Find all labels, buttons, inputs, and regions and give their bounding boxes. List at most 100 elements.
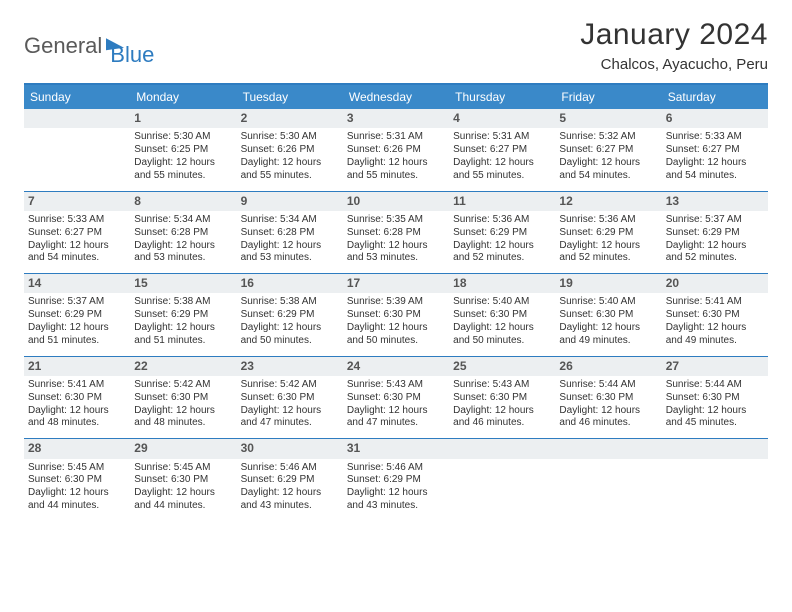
sunset-line: Sunset: 6:30 PM (134, 392, 232, 405)
dow-wednesday: Wednesday (343, 85, 449, 109)
day-cell: 31Sunrise: 5:46 AMSunset: 6:29 PMDayligh… (343, 439, 449, 521)
sunrise-line: Sunrise: 5:37 AM (28, 296, 126, 309)
sunrise-line: Sunrise: 5:39 AM (347, 296, 445, 309)
dow-saturday: Saturday (662, 85, 768, 109)
sunset-line: Sunset: 6:30 PM (559, 309, 657, 322)
sunset-line: Sunset: 6:28 PM (347, 227, 445, 240)
sunrise-line: Sunrise: 5:43 AM (453, 379, 551, 392)
dow-sunday: Sunday (24, 85, 130, 109)
logo: General Blue (24, 18, 154, 68)
sunset-line: Sunset: 6:29 PM (134, 309, 232, 322)
sunset-line: Sunset: 6:29 PM (453, 227, 551, 240)
day-number: 19 (555, 274, 661, 293)
day-number: 22 (130, 357, 236, 376)
header: General Blue January 2024 Chalcos, Ayacu… (24, 18, 768, 73)
day-blank (662, 439, 768, 521)
sunset-line: Sunset: 6:30 PM (559, 392, 657, 405)
logo-text-general: General (24, 33, 102, 59)
sunrise-line: Sunrise: 5:37 AM (666, 214, 764, 227)
sunrise-line: Sunrise: 5:30 AM (241, 131, 339, 144)
day-number: 9 (237, 192, 343, 211)
sunset-line: Sunset: 6:28 PM (241, 227, 339, 240)
day-cell: 1Sunrise: 5:30 AMSunset: 6:25 PMDaylight… (130, 109, 236, 191)
day-cell: 18Sunrise: 5:40 AMSunset: 6:30 PMDayligh… (449, 274, 555, 356)
day-number: 7 (24, 192, 130, 211)
sunset-line: Sunset: 6:30 PM (28, 474, 126, 487)
day-cell: 3Sunrise: 5:31 AMSunset: 6:26 PMDaylight… (343, 109, 449, 191)
day-number: 11 (449, 192, 555, 211)
day-number: 5 (555, 109, 661, 128)
day-number: 10 (343, 192, 449, 211)
day-cell: 14Sunrise: 5:37 AMSunset: 6:29 PMDayligh… (24, 274, 130, 356)
daylight-line: Daylight: 12 hours and 49 minutes. (666, 322, 764, 348)
day-cell: 22Sunrise: 5:42 AMSunset: 6:30 PMDayligh… (130, 357, 236, 439)
sunset-line: Sunset: 6:27 PM (28, 227, 126, 240)
day-number: 14 (24, 274, 130, 293)
sunset-line: Sunset: 6:29 PM (241, 474, 339, 487)
dow-friday: Friday (555, 85, 661, 109)
daylight-line: Daylight: 12 hours and 44 minutes. (134, 487, 232, 513)
day-cell: 5Sunrise: 5:32 AMSunset: 6:27 PMDaylight… (555, 109, 661, 191)
sunrise-line: Sunrise: 5:40 AM (453, 296, 551, 309)
sunset-line: Sunset: 6:26 PM (347, 144, 445, 157)
sunrise-line: Sunrise: 5:46 AM (347, 462, 445, 475)
sunrise-line: Sunrise: 5:44 AM (559, 379, 657, 392)
sunset-line: Sunset: 6:30 PM (347, 309, 445, 322)
sunset-line: Sunset: 6:29 PM (666, 227, 764, 240)
sunrise-line: Sunrise: 5:45 AM (28, 462, 126, 475)
day-number: 12 (555, 192, 661, 211)
day-number: 6 (662, 109, 768, 128)
day-cell: 15Sunrise: 5:38 AMSunset: 6:29 PMDayligh… (130, 274, 236, 356)
day-cell: 19Sunrise: 5:40 AMSunset: 6:30 PMDayligh… (555, 274, 661, 356)
sunset-line: Sunset: 6:27 PM (453, 144, 551, 157)
daylight-line: Daylight: 12 hours and 52 minutes. (453, 240, 551, 266)
day-number: 17 (343, 274, 449, 293)
day-number: 15 (130, 274, 236, 293)
daylight-line: Daylight: 12 hours and 43 minutes. (347, 487, 445, 513)
sunset-line: Sunset: 6:30 PM (453, 309, 551, 322)
day-cell: 29Sunrise: 5:45 AMSunset: 6:30 PMDayligh… (130, 439, 236, 521)
daylight-line: Daylight: 12 hours and 54 minutes. (666, 157, 764, 183)
sunrise-line: Sunrise: 5:33 AM (666, 131, 764, 144)
daylight-line: Daylight: 12 hours and 54 minutes. (28, 240, 126, 266)
day-number: 20 (662, 274, 768, 293)
week-row: 1Sunrise: 5:30 AMSunset: 6:25 PMDaylight… (24, 109, 768, 191)
day-number: 28 (24, 439, 130, 458)
day-cell: 9 Sunrise: 5:34 AMSunset: 6:28 PMDaylight… (237, 192, 343, 274)
daylight-line: Daylight: 12 hours and 46 minutes. (559, 405, 657, 431)
sunset-line: Sunset: 6:28 PM (134, 227, 232, 240)
day-number: 21 (24, 357, 130, 376)
daylight-line: Daylight: 12 hours and 47 minutes. (241, 405, 339, 431)
day-number: 30 (237, 439, 343, 458)
sunset-line: Sunset: 6:30 PM (134, 474, 232, 487)
sunrise-line: Sunrise: 5:34 AM (241, 214, 339, 227)
daylight-line: Daylight: 12 hours and 50 minutes. (453, 322, 551, 348)
day-cell: 20Sunrise: 5:41 AMSunset: 6:30 PMDayligh… (662, 274, 768, 356)
sunset-line: Sunset: 6:29 PM (559, 227, 657, 240)
sunset-line: Sunset: 6:29 PM (241, 309, 339, 322)
daylight-line: Daylight: 12 hours and 52 minutes. (666, 240, 764, 266)
daylight-line: Daylight: 12 hours and 50 minutes. (347, 322, 445, 348)
daylight-line: Daylight: 12 hours and 53 minutes. (134, 240, 232, 266)
daylight-line: Daylight: 12 hours and 53 minutes. (241, 240, 339, 266)
sunrise-line: Sunrise: 5:40 AM (559, 296, 657, 309)
sunset-line: Sunset: 6:27 PM (559, 144, 657, 157)
day-number: 31 (343, 439, 449, 458)
day-number: 29 (130, 439, 236, 458)
daylight-line: Daylight: 12 hours and 48 minutes. (134, 405, 232, 431)
day-cell: 26Sunrise: 5:44 AMSunset: 6:30 PMDayligh… (555, 357, 661, 439)
day-cell: 10Sunrise: 5:35 AMSunset: 6:28 PMDayligh… (343, 192, 449, 274)
sunrise-line: Sunrise: 5:41 AM (666, 296, 764, 309)
daylight-line: Daylight: 12 hours and 51 minutes. (134, 322, 232, 348)
day-cell: 27Sunrise: 5:44 AMSunset: 6:30 PMDayligh… (662, 357, 768, 439)
day-of-week-header: SundayMondayTuesdayWednesdayThursdayFrid… (24, 85, 768, 109)
day-cell: 30Sunrise: 5:46 AMSunset: 6:29 PMDayligh… (237, 439, 343, 521)
day-cell: 23Sunrise: 5:42 AMSunset: 6:30 PMDayligh… (237, 357, 343, 439)
day-number: 4 (449, 109, 555, 128)
day-cell: 24Sunrise: 5:43 AMSunset: 6:30 PMDayligh… (343, 357, 449, 439)
day-cell: 4Sunrise: 5:31 AMSunset: 6:27 PMDaylight… (449, 109, 555, 191)
daylight-line: Daylight: 12 hours and 44 minutes. (28, 487, 126, 513)
week-row: 14Sunrise: 5:37 AMSunset: 6:29 PMDayligh… (24, 273, 768, 356)
sunrise-line: Sunrise: 5:41 AM (28, 379, 126, 392)
daylight-line: Daylight: 12 hours and 52 minutes. (559, 240, 657, 266)
